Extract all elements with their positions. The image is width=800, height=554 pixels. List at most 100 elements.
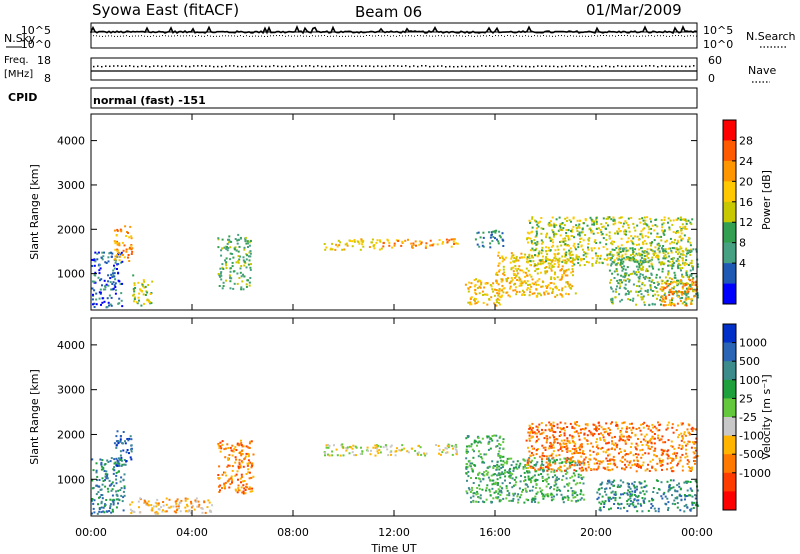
echo-cell xyxy=(95,462,98,465)
echo-cell xyxy=(110,457,113,460)
echo-cell xyxy=(240,473,243,476)
echo-cell xyxy=(336,454,339,457)
echo-cell xyxy=(682,292,685,295)
echo-cell xyxy=(118,242,121,245)
echo-cell xyxy=(628,280,631,283)
echo-cell xyxy=(640,296,643,299)
x-tick-label: 00:00 xyxy=(681,526,713,539)
echo-cell xyxy=(560,244,563,247)
echo-cell xyxy=(237,233,240,236)
echo-cell xyxy=(670,301,673,304)
echo-cell xyxy=(100,303,102,306)
echo-cell xyxy=(244,262,247,264)
echo-cell xyxy=(529,427,532,430)
echo-cell xyxy=(494,231,497,234)
echo-cell xyxy=(117,457,120,460)
echo-cell xyxy=(220,447,223,450)
echo-cell xyxy=(640,440,642,443)
echo-cell xyxy=(681,296,683,299)
echo-cell xyxy=(536,432,539,435)
echo-cell xyxy=(382,242,385,245)
echo-cell xyxy=(234,446,237,449)
echo-cell xyxy=(670,278,673,281)
echo-cell xyxy=(249,266,252,269)
echo-cell xyxy=(649,286,652,289)
echo-cell xyxy=(563,443,566,446)
echo-cell xyxy=(599,241,602,244)
echo-cell xyxy=(114,278,117,281)
echo-cell xyxy=(614,491,617,494)
echo-cell xyxy=(113,264,115,267)
echo-cell xyxy=(242,445,245,448)
echo-cell xyxy=(650,232,653,235)
echo-cell xyxy=(522,488,524,491)
echo-cell xyxy=(250,263,252,266)
echo-cell xyxy=(640,298,643,301)
echo-cell xyxy=(469,462,472,465)
echo-cell xyxy=(552,450,555,453)
nsearch-point xyxy=(561,35,562,37)
echo-cell xyxy=(637,453,640,456)
echo-cell xyxy=(581,452,584,455)
echo-cell xyxy=(678,460,681,463)
echo-cell xyxy=(528,457,531,460)
echo-cell xyxy=(653,437,656,440)
echo-cell xyxy=(240,486,243,489)
nsearch-point xyxy=(552,35,553,37)
echo-cell xyxy=(651,256,654,259)
echo-cell xyxy=(483,461,486,464)
echo-cell xyxy=(239,255,242,258)
echo-cell xyxy=(671,267,674,270)
echo-cell xyxy=(577,432,580,435)
nave-point xyxy=(597,65,599,68)
echo-cell xyxy=(98,263,101,266)
echo-cell xyxy=(641,236,644,239)
echo-cell xyxy=(535,463,538,466)
echo-cell xyxy=(501,294,503,297)
echo-cell xyxy=(612,290,615,293)
echo-cell xyxy=(480,456,483,459)
echo-cell xyxy=(535,425,538,428)
echo-cell xyxy=(684,248,687,251)
echo-cell xyxy=(219,441,222,444)
echo-cell xyxy=(495,271,498,274)
echo-cell xyxy=(353,240,356,243)
echo-cell xyxy=(579,241,582,243)
echo-cell xyxy=(105,474,108,477)
echo-cell xyxy=(241,445,244,448)
echo-cell xyxy=(573,490,576,493)
echo-cell xyxy=(547,459,550,462)
echo-cell xyxy=(624,229,627,231)
echo-cell xyxy=(614,263,617,266)
echo-cell xyxy=(107,280,110,283)
echo-cell xyxy=(635,271,638,274)
echo-cell xyxy=(657,242,660,245)
echo-cell xyxy=(219,484,222,487)
echo-cell xyxy=(665,282,668,285)
echo-cell xyxy=(663,449,666,452)
echo-cell xyxy=(666,497,669,500)
echo-cell xyxy=(609,469,612,472)
echo-cell xyxy=(687,239,690,242)
echo-cell xyxy=(656,225,659,228)
echo-cell xyxy=(579,219,582,222)
echo-cell xyxy=(478,478,481,481)
echo-cell xyxy=(123,494,126,497)
echo-cell xyxy=(218,285,221,287)
power-colorbar-label: Power [dB] xyxy=(760,170,773,230)
nave-point xyxy=(357,65,359,67)
nsearch-point xyxy=(687,35,688,37)
echo-cell xyxy=(118,302,121,305)
echo-cell xyxy=(624,441,627,444)
colorbar-swatch xyxy=(723,222,736,243)
echo-cell xyxy=(650,242,653,245)
echo-cell xyxy=(401,444,404,447)
echo-cell xyxy=(554,431,557,434)
echo-cell xyxy=(206,506,209,509)
echo-cell xyxy=(491,233,493,236)
echo-cell xyxy=(544,267,547,269)
echo-cell xyxy=(547,483,550,486)
nave-point xyxy=(121,65,123,67)
echo-cell xyxy=(566,471,569,474)
nave-point xyxy=(629,65,631,68)
